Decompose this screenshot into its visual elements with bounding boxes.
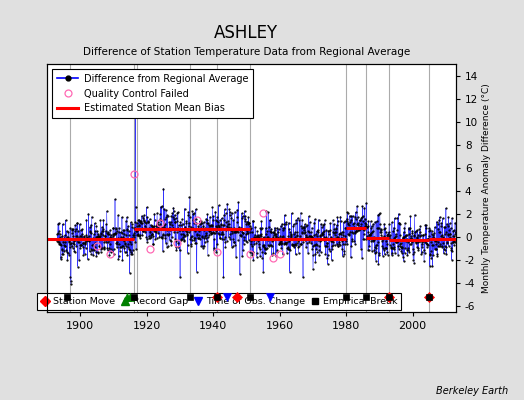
Y-axis label: Monthly Temperature Anomaly Difference (°C): Monthly Temperature Anomaly Difference (…	[482, 83, 492, 293]
Text: Berkeley Earth: Berkeley Earth	[436, 386, 508, 396]
Legend: Station Move, Record Gap, Time of Obs. Change, Empirical Break: Station Move, Record Gap, Time of Obs. C…	[37, 293, 401, 310]
Text: Difference of Station Temperature Data from Regional Average: Difference of Station Temperature Data f…	[83, 47, 410, 57]
Text: ASHLEY: ASHLEY	[214, 24, 278, 42]
